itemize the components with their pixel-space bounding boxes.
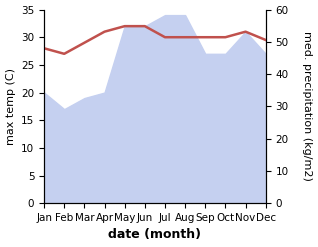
X-axis label: date (month): date (month) <box>108 228 201 242</box>
Y-axis label: med. precipitation (kg/m2): med. precipitation (kg/m2) <box>302 31 313 181</box>
Y-axis label: max temp (C): max temp (C) <box>5 68 16 145</box>
